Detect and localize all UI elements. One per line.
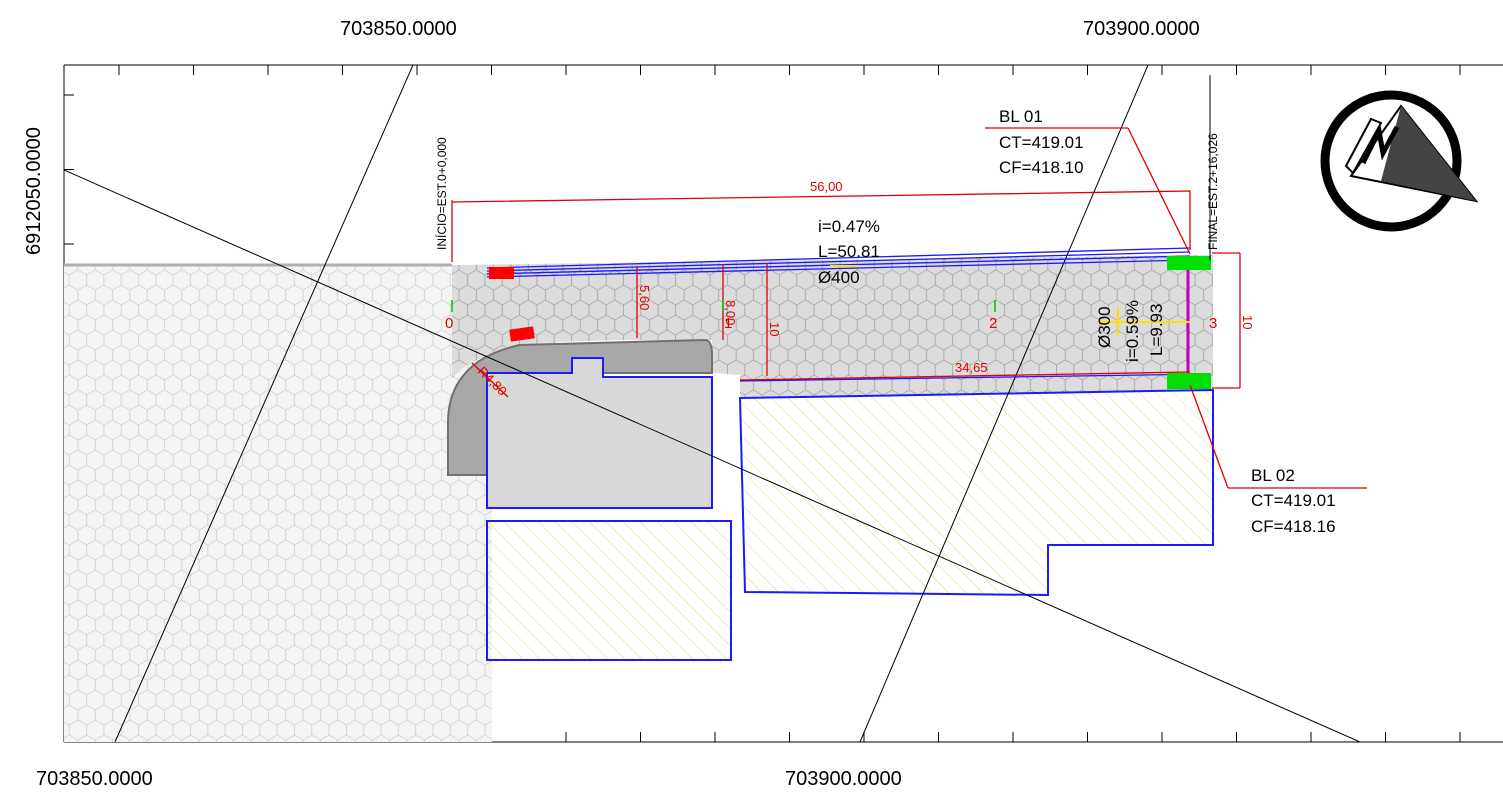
box-bl01 <box>1167 256 1211 270</box>
box-label-bl02: BL 02 CT=419.01 CF=418.16 <box>1251 466 1336 536</box>
station-marks: 0 1 2 3 <box>445 300 1217 332</box>
building-block <box>447 338 713 509</box>
bl02-ct: CT=419.01 <box>1251 491 1336 510</box>
station-mark-2: 2 <box>989 315 997 332</box>
coord-bottom-left: 703850.0000 <box>36 768 153 790</box>
station-mark-0: 0 <box>445 315 453 332</box>
station-start-label: INÍCIO=EST.0+0,000 <box>434 137 449 250</box>
pipe-main-diameter: Ø400 <box>818 268 860 287</box>
station-mark-1: 1 <box>724 315 732 332</box>
bl02-name: BL 02 <box>1251 466 1295 485</box>
dim-bottom: 34,65 <box>955 360 988 375</box>
dim-d2: 8,00 <box>723 300 738 325</box>
lot-hatched-right <box>738 388 1214 597</box>
pipe-branch-slope: i=0.59% <box>1123 300 1142 362</box>
dim-d3: 10 <box>767 322 782 336</box>
coord-left-vertical: 6912050.0000 <box>23 127 45 255</box>
coord-top-right: 703900.0000 <box>1083 18 1200 40</box>
lot-hatched-left <box>486 520 732 661</box>
dimension-lines <box>451 127 1367 489</box>
red-marker-2 <box>509 326 535 342</box>
dim-total: 56,00 <box>810 179 843 194</box>
bl01-ct: CT=419.01 <box>999 133 1084 152</box>
box-label-bl01: BL 01 CT=419.01 CF=418.10 <box>999 107 1084 177</box>
red-marker-1 <box>489 267 514 279</box>
north-arrow-icon <box>1320 90 1479 232</box>
alignment-lines <box>64 65 1361 742</box>
pipe-main-slope: i=0.47% <box>818 217 880 236</box>
dim-d1: 5,60 <box>637 285 652 310</box>
street-strip <box>452 255 1213 398</box>
pipe-main-length: L=50.81 <box>818 242 880 261</box>
station-mark-3: 3 <box>1209 315 1217 332</box>
bl02-cf: CF=418.16 <box>1251 517 1336 536</box>
coord-bottom-right: 703900.0000 <box>785 768 902 790</box>
bl01-cf: CF=418.10 <box>999 158 1084 177</box>
station-end-label: FINAL=EST.2+16,026 <box>1206 133 1220 250</box>
pipe-branch-length: L=9.93 <box>1147 304 1166 356</box>
bl01-name: BL 01 <box>999 107 1043 126</box>
pipe-branch-diameter: Ø300 <box>1095 306 1114 348</box>
coord-top-left: 703850.0000 <box>340 18 457 40</box>
box-bl02 <box>1167 373 1211 389</box>
dim-right: 10 <box>1240 315 1255 329</box>
